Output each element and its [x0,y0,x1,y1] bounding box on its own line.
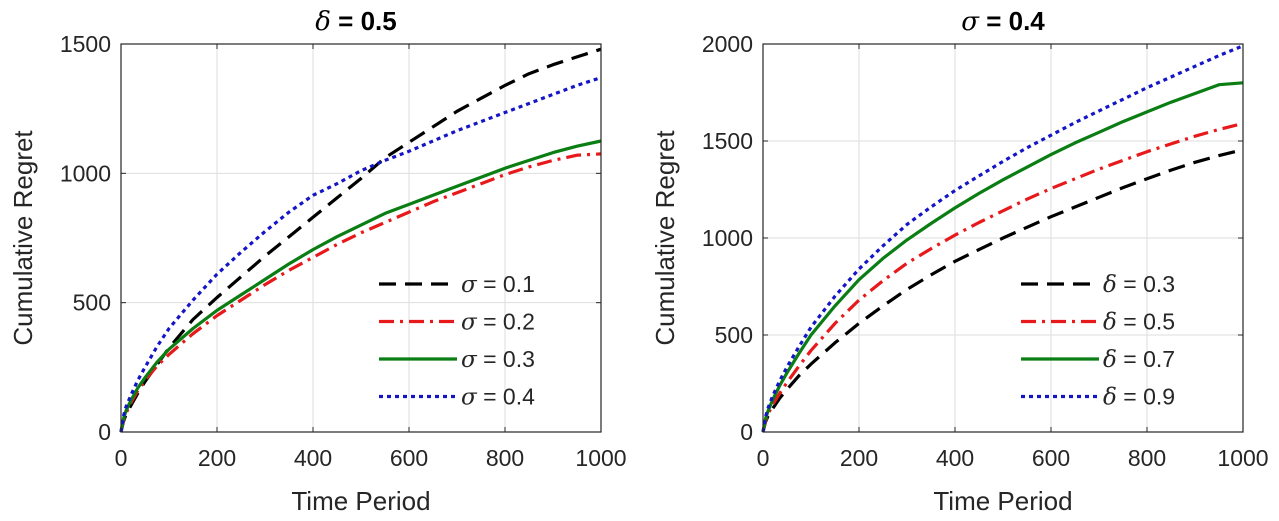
chart-1: 0 200 400 600 800 1000 0 500 1000 1500 Time Period… [8,6,627,516]
axes-frame [120,43,602,433]
legend-value: = 0.3 [1117,271,1175,297]
legend-value: = 0.4 [477,384,535,410]
series-line-4 [119,76,602,433]
legend-label-4: δ = 0.9 [1103,384,1175,411]
title-value: = 0.4 [979,6,1045,36]
legend-label-1: δ = 0.3 [1103,271,1175,298]
legend-value: = 0.1 [477,271,535,297]
chart-title: σ = 0.4 [961,6,1045,37]
series-line-3 [119,139,602,433]
x-tick-label: 600 [390,445,428,471]
y-tick-label: 2000 [702,31,753,57]
x-tick-label: 0 [757,445,770,471]
series-line-2 [119,152,602,433]
y-axis-label: Cumulative Regret [650,130,680,346]
x-tick-label: 0 [115,445,128,471]
x-tick-label: 200 [840,445,878,471]
chart-title: δ = 0.5 [315,6,396,37]
x-axis-label: Time Period [933,486,1072,516]
x-tick-label: 400 [294,445,332,471]
series-line-2 [761,121,1244,433]
legend-label-3: δ = 0.7 [1103,346,1175,373]
title-value: = 0.5 [331,6,397,36]
series-line-1 [761,148,1244,433]
x-tick-label: 200 [198,445,236,471]
y-tick-label: 500 [73,290,111,316]
y-tick-label: 0 [740,419,753,445]
legend-label-1: σ = 0.1 [461,271,535,298]
legend-symbol: σ [461,347,478,373]
legend-symbol: δ [1103,347,1117,373]
series-line-4 [761,44,1244,433]
y-tick-label: 1000 [702,225,753,251]
legend: δ = 0.3δ = 0.5δ = 0.7δ = 0.9 [1021,271,1175,411]
legend-symbol: σ [461,272,478,298]
legend-value: = 0.2 [477,309,535,335]
title-symbol: σ [961,7,980,37]
x-tick-label: 400 [936,445,974,471]
y-tick-label: 0 [98,419,111,445]
chart-2: 0 200 400 600 800 1000 0 500 1000 1500 2000 Time Pe… [650,6,1269,516]
plot-area [121,44,601,432]
y-tick-label: 1000 [60,160,111,186]
legend: σ = 0.1σ = 0.2σ = 0.3σ = 0.4 [379,271,535,411]
legend-label-2: δ = 0.5 [1103,309,1175,336]
legend-value: = 0.3 [477,346,535,372]
legend-symbol: σ [461,385,478,411]
legend-value: = 0.5 [1117,309,1175,335]
legend-value: = 0.9 [1117,384,1175,410]
x-tick-label: 1000 [575,445,626,471]
legend-value: = 0.7 [1117,346,1175,372]
y-tick-label: 500 [715,322,753,348]
x-tick-label: 600 [1032,445,1070,471]
series-line-3 [761,81,1244,433]
y-axis-label: Cumulative Regret [8,130,38,346]
legend-symbol: σ [461,310,478,336]
x-tick-label: 800 [1128,445,1166,471]
legend-symbol: δ [1103,310,1117,336]
x-tick-label: 800 [486,445,524,471]
x-axis-label: Time Period [291,486,430,516]
y-tick-label: 1500 [702,128,753,154]
series-line-1 [119,47,602,433]
legend-symbol: δ [1103,272,1117,298]
title-symbol: δ [315,7,331,37]
legend-label-2: σ = 0.2 [461,309,535,336]
legend-label-3: σ = 0.3 [461,346,535,373]
legend-label-4: σ = 0.4 [461,384,535,411]
legend-symbol: δ [1103,385,1117,411]
x-tick-label: 1000 [1217,445,1268,471]
y-tick-label: 1500 [60,31,111,57]
